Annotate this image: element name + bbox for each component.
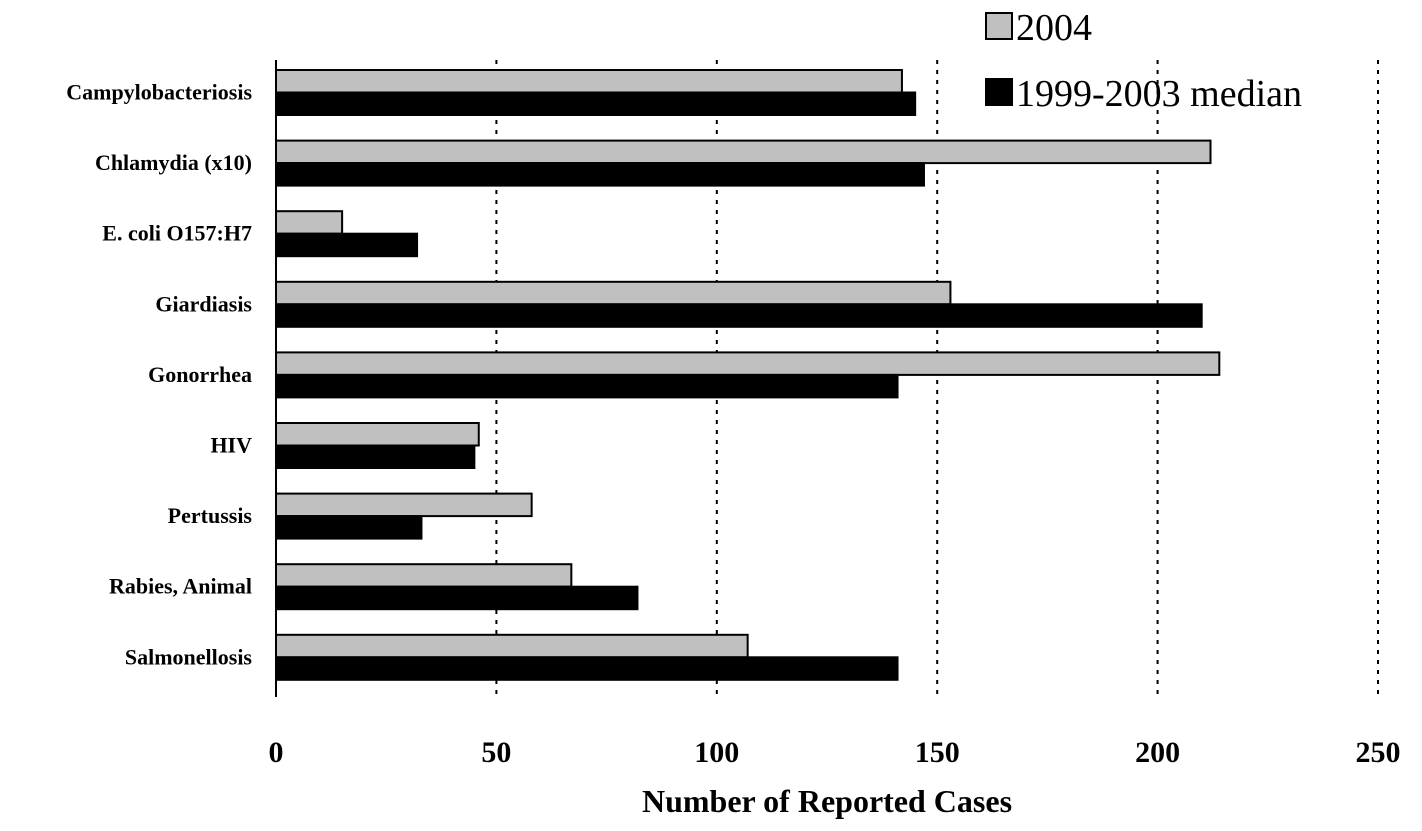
bar-series1-3 [275, 280, 952, 306]
category-label: E. coli O157:H7 [102, 221, 252, 246]
x-tick-label: 200 [1135, 736, 1180, 769]
legend: 2004 1999-2003 median [985, 7, 1302, 115]
category-label: Chlamydia (x10) [95, 150, 252, 175]
legend-label: 2004 [1016, 7, 1092, 49]
category-label: Salmonellosis [125, 644, 253, 669]
bar-series1-5 [275, 422, 480, 447]
bar-series2-5 [275, 444, 476, 469]
bar-series1-0 [275, 69, 903, 94]
legend-swatch [985, 78, 1013, 106]
bar-series2-3 [275, 303, 1203, 328]
legend-label: 1999-2003 median [1016, 73, 1302, 115]
bar-series1-7 [275, 563, 573, 588]
bar-series1-8 [275, 633, 749, 659]
category-label: HIV [210, 433, 252, 458]
x-tick-labels: 0 50 100 150 200 250 [269, 736, 1401, 769]
category-label: Rabies, Animal [109, 574, 252, 599]
bar-series1-2 [275, 210, 344, 235]
x-axis-title: Number of Reported Cases [642, 783, 1012, 819]
bar-series1-4 [275, 351, 1221, 376]
category-label: Campylobacteriosis [66, 80, 252, 105]
bar-series2-4 [275, 373, 899, 399]
bar-series1-6 [275, 492, 533, 518]
x-tick-label: 0 [269, 736, 284, 769]
bar-series2-1 [275, 162, 925, 187]
bars [275, 69, 1221, 681]
bar-series2-8 [275, 656, 899, 681]
category-labels: Campylobacteriosis Chlamydia (x10) E. coli… [66, 80, 252, 670]
bar-series2-0 [275, 91, 917, 116]
bar-series2-7 [275, 585, 639, 611]
category-label: Gonorrhea [148, 362, 252, 387]
x-tick-label: 150 [915, 736, 960, 769]
bar-series2-6 [275, 515, 423, 540]
x-tick-label: 100 [694, 736, 739, 769]
x-tick-label: 250 [1356, 736, 1401, 769]
x-tick-label: 50 [481, 736, 511, 769]
bar-series1-1 [275, 139, 1212, 165]
legend-swatch [985, 12, 1013, 40]
category-label: Giardiasis [155, 291, 252, 316]
bar-series2-2 [275, 232, 419, 258]
category-label: Pertussis [168, 503, 253, 528]
